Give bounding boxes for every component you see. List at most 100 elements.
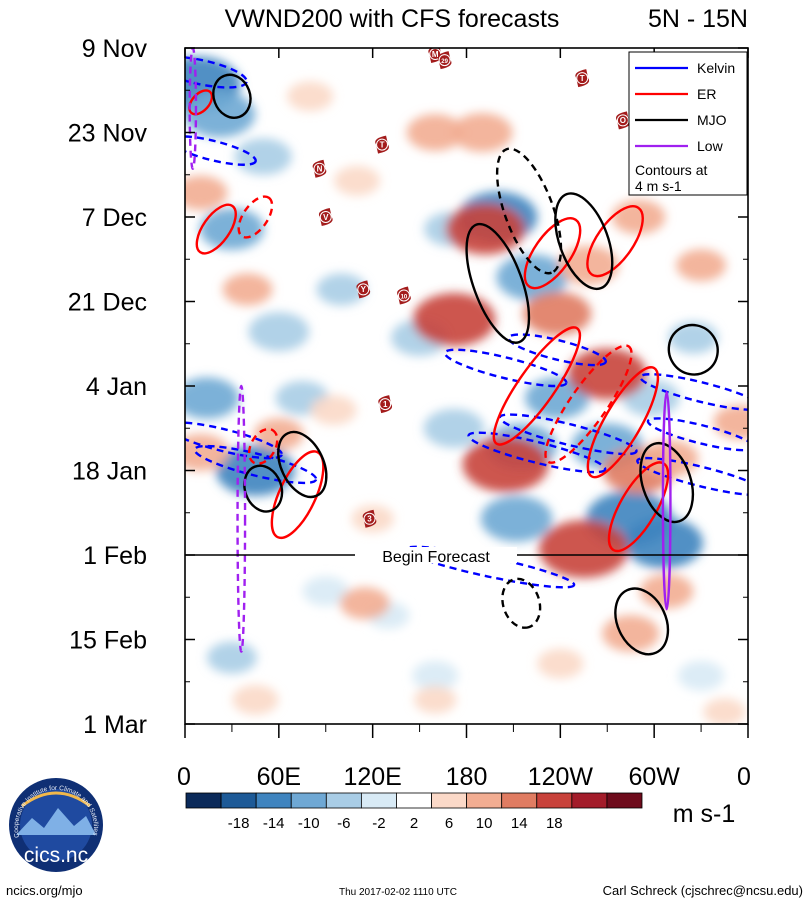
contour-kelvin <box>507 333 608 367</box>
tc-marker: 10 <box>397 286 411 305</box>
contour-mjo <box>277 430 328 499</box>
contour-kelvin <box>636 456 748 497</box>
tc-label: T <box>580 74 585 83</box>
y-tick-label: 15 Feb <box>69 627 147 655</box>
colorbar-swatch <box>431 792 468 809</box>
anomaly-blob <box>677 660 725 691</box>
colorbar-swatch <box>466 792 503 809</box>
tc-core <box>376 138 389 151</box>
y-tick-label: 18 Jan <box>72 458 147 486</box>
logo-mountains <box>16 808 96 835</box>
colorbar-tick-label: 6 <box>445 815 453 832</box>
y-tick-label: 4 Jan <box>86 373 147 401</box>
colorbar-swatch <box>185 792 222 809</box>
anomaly-blob <box>668 321 719 354</box>
tc-label: 3 <box>367 515 372 524</box>
anomaly-blob <box>423 408 485 448</box>
anomaly-blob <box>215 445 295 496</box>
contour-mjo <box>501 577 542 629</box>
contour-low <box>661 390 672 611</box>
anomaly-blob <box>412 660 459 691</box>
x-tick-label: 0 <box>737 763 751 791</box>
anomaly-blob <box>713 405 748 440</box>
anomaly-blob <box>451 112 513 153</box>
contour-mjo <box>554 192 614 291</box>
tc-marker: Y <box>356 280 371 299</box>
tc-marker: 1 <box>378 395 393 414</box>
tc-core <box>616 114 629 127</box>
legend: Kelvin ER MJO Low Contours at4 m s-1 <box>628 51 748 196</box>
colorbar-swatch <box>290 792 327 809</box>
anomaly-blob <box>537 648 584 679</box>
x-tick-label: 60E <box>257 763 301 791</box>
tc-marker: T <box>575 69 590 88</box>
anomaly-blob <box>413 686 457 714</box>
contour-er <box>195 203 237 255</box>
tc-label: N <box>317 165 323 174</box>
x-axis: 0 60E 120E 180 120W 60W 0 <box>177 48 751 791</box>
y-tick-label: 9 Nov <box>82 35 148 63</box>
contour-er <box>247 427 279 465</box>
tc-marker: V <box>318 208 333 226</box>
contour-er <box>492 326 582 446</box>
footer-url: ncics.org/mjo <box>6 883 83 898</box>
tc-marker: 3 <box>362 509 377 528</box>
anomaly-blob <box>310 395 357 425</box>
y-tick-label: 23 Nov <box>68 120 148 148</box>
colorbar-tick-label: 10 <box>476 815 493 832</box>
footer-credit: Carl Schreck (cjschrec@ncsu.edu) <box>603 883 803 898</box>
tc-core <box>576 72 589 85</box>
colorbar: -18 -14 -10 -6 -2 2 6 10 14 18 <box>185 792 643 832</box>
anomaly-blob <box>316 273 367 306</box>
anomaly-blob <box>462 436 549 493</box>
contour-kelvin <box>193 444 318 485</box>
contour-er <box>544 344 633 464</box>
legend-label-mjo: MJO <box>697 112 727 128</box>
x-tick-label: 120E <box>343 763 401 791</box>
tc-label: Y <box>361 285 367 294</box>
tc-core <box>319 211 332 223</box>
contour-er <box>188 89 214 116</box>
tc-core <box>363 512 376 525</box>
tc-core <box>313 162 326 175</box>
legend-note: Contours at <box>635 162 707 178</box>
contour-mjo <box>212 73 252 119</box>
tc-marker: N <box>312 159 327 178</box>
anomaly-blob <box>406 114 464 151</box>
legend-note: 4 m s-1 <box>635 178 682 194</box>
contour-mjo <box>667 323 719 376</box>
cics-logo: cics.nc Cooperative Institute for Climat… <box>9 778 103 872</box>
colorbar-tick-label: -2 <box>372 815 385 832</box>
y-tick-label: 21 Dec <box>68 289 147 317</box>
legend-label-er: ER <box>697 86 716 102</box>
logo-text: cics.nc <box>24 844 88 867</box>
anomaly-blob <box>185 377 240 419</box>
tc-label: 10 <box>401 294 408 300</box>
contour-mjo <box>639 441 695 524</box>
contour-kelvin <box>185 135 257 166</box>
legend-label-low: Low <box>697 138 724 154</box>
footer-timestamp: Thu 2017-02-02 1110 UTC <box>339 887 457 898</box>
colorbar-tick-label: -18 <box>228 815 250 832</box>
anomaly-blob <box>302 576 349 607</box>
y-tick-label: 7 Dec <box>82 204 147 232</box>
contour-kelvin <box>646 417 748 452</box>
legend-box <box>628 51 748 196</box>
forecast-label-bg <box>355 547 517 563</box>
colorbar-swatch <box>396 792 432 809</box>
anomaly-blob <box>232 685 279 715</box>
anomaly-blob <box>333 165 381 196</box>
colorbar-tick-label: 18 <box>546 815 563 832</box>
colorbar-swatch <box>501 792 538 809</box>
colorbar-swatch <box>536 792 573 809</box>
anomaly-blob <box>525 377 590 419</box>
colorbar-tick-label: 14 <box>511 815 528 832</box>
chart-subtitle: 5N - 15N <box>648 5 748 33</box>
colorbar-swatch <box>606 792 643 809</box>
tc-label: V <box>323 213 329 222</box>
anomaly-blob <box>676 249 727 282</box>
anomaly-blob <box>234 138 292 176</box>
forecast-label: Begin Forecast <box>382 549 490 566</box>
tc-core <box>438 54 451 67</box>
colorbar-swatch <box>571 792 608 809</box>
